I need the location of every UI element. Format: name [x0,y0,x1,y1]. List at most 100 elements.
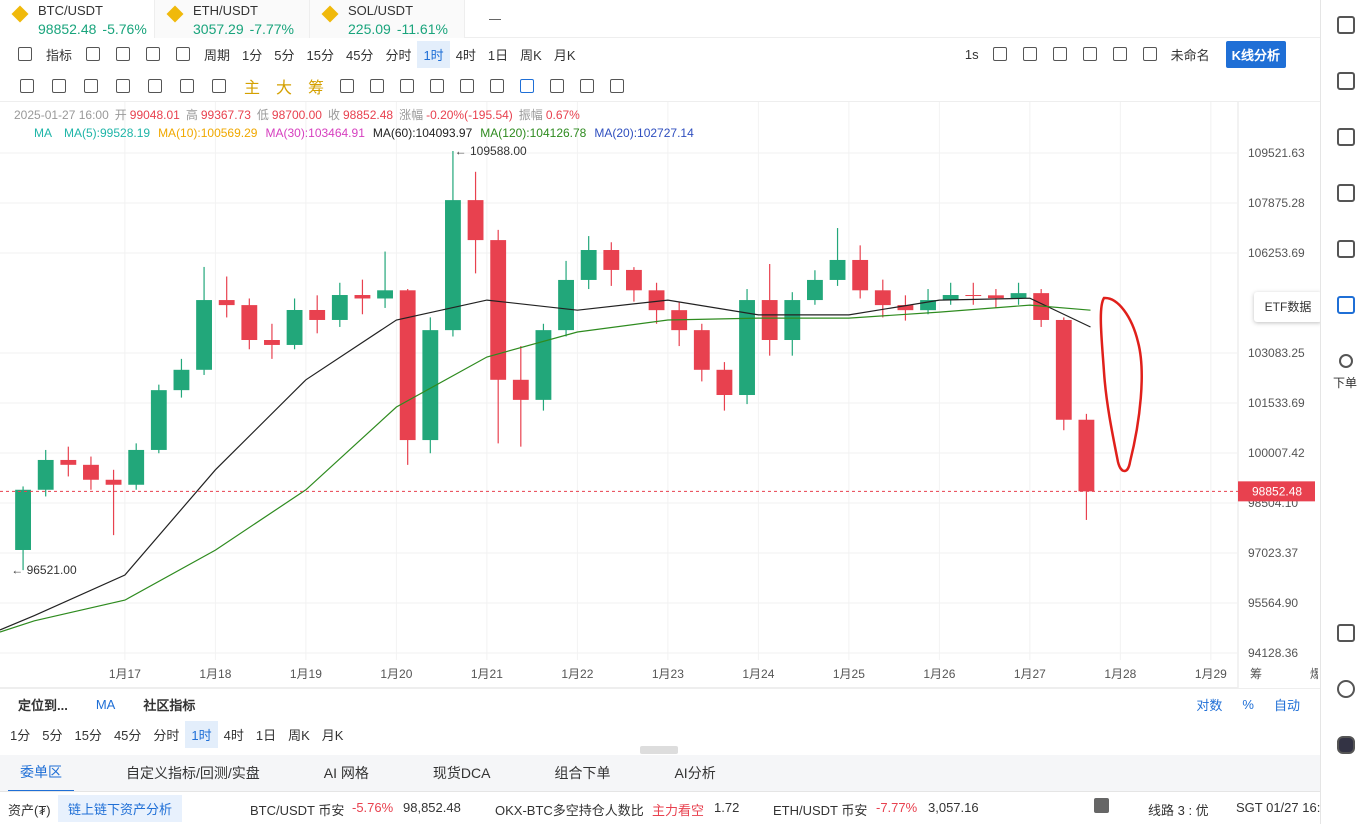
indicator-item[interactable]: MA [95,697,116,712]
icon[interactable] [1052,47,1067,61]
drawing-toolbar: 主大筹 [0,70,1320,102]
icon[interactable] [86,47,101,61]
draw-icon[interactable] [430,78,445,93]
interval[interactable]: 15分 [74,727,102,743]
interval[interactable]: 1时 [185,720,218,748]
interval[interactable]: 周K [520,47,542,63]
tool-text[interactable]: 主 [244,79,261,97]
tool-text[interactable]: 大 [276,79,293,97]
icon[interactable] [146,47,161,61]
draw-icon[interactable] [580,78,595,93]
sidebar-icon[interactable] [1337,128,1355,146]
ma-legend-item: MA(20):102727.14 [594,126,694,140]
interval[interactable]: 分时 [153,727,180,743]
interval[interactable]: 1时 [417,40,450,68]
sidebar-icon[interactable] [1337,16,1355,34]
draw-icon[interactable] [460,78,475,93]
scale-option[interactable]: % [1242,697,1254,712]
interval[interactable]: 周K [288,727,310,743]
interval[interactable]: 45分 [113,727,142,743]
sidebar-icon[interactable] [1337,184,1355,202]
interval[interactable]: 分时 [385,47,412,63]
draw-icon[interactable] [84,78,98,93]
draw-icon[interactable] [550,78,565,93]
interval[interactable]: 1分 [242,47,263,63]
legend-label: 开 [114,108,127,122]
sidebar-icon[interactable] [1337,624,1355,642]
analysis-button[interactable]: 链上链下资产分析 [58,795,183,822]
draw-icon[interactable] [212,78,226,93]
draw-icon[interactable] [148,78,162,93]
y-tick-label: 95564.90 [1248,596,1298,610]
candle-body [377,290,393,299]
draw-icon[interactable] [370,78,385,93]
icon[interactable] [1112,47,1127,61]
bottom-intervals: 1分 5分 15分 45分 分时 1时 4时 1日 周K 月K [0,720,1320,748]
add-tab[interactable] [489,18,501,31]
refresh-rate[interactable]: 1s [964,46,979,62]
x-tick-label: 1月26 [923,667,955,681]
scale-option[interactable]: 自动 [1273,698,1300,713]
draw-icon[interactable] [340,78,355,93]
pair-tab[interactable]: SOL/USDT 225.09 -11.61% [310,0,465,38]
pair-tab[interactable]: ETH/USDT 3057.29 -7.77% [155,0,310,38]
interval[interactable]: 4时 [455,47,476,63]
indicator-item[interactable]: 社区指标 [143,698,196,713]
layout-name[interactable]: 未命名 [1170,47,1210,63]
period-button[interactable]: 周期 [204,47,231,63]
order-icon[interactable] [1339,354,1353,368]
icon[interactable] [1142,47,1157,61]
etf-icon[interactable] [1337,296,1355,314]
y-tick-label: 97023.37 [1248,546,1298,560]
btc-change: -5.76% [352,800,394,815]
icon[interactable] [116,47,131,61]
icon[interactable] [992,47,1007,61]
draw-icon[interactable] [520,78,535,93]
panel-tab[interactable]: 自定义指标/回测/实盘 [126,765,260,781]
interval[interactable]: 15分 [306,47,334,63]
tool-text[interactable]: 筹 [308,79,325,97]
interval[interactable]: 4时 [223,727,244,743]
icon[interactable] [176,47,191,61]
interval[interactable]: 月K [321,727,344,743]
interval[interactable]: 5分 [42,727,63,743]
interval[interactable]: 1日 [487,47,509,63]
icon[interactable] [1022,47,1037,61]
draw-icon[interactable] [400,78,415,93]
y-tick-label: 107875.28 [1248,196,1305,210]
ma-legend-item: MA(120):104126.78 [480,126,587,140]
order-label[interactable]: 下单 [1333,376,1358,390]
icon[interactable] [1082,47,1097,61]
interval[interactable]: 1分 [10,727,31,743]
draw-icon[interactable] [116,78,130,93]
draw-icon[interactable] [490,78,505,93]
interval[interactable]: 月K [553,47,576,63]
pair-tab[interactable]: BTC/USDT 98852.48 -5.76% [0,0,155,38]
scale-option[interactable]: 对数 [1196,698,1223,713]
panel-tab[interactable]: 现货DCA [432,765,491,781]
panel-tab[interactable]: AI分析 [674,765,716,781]
draw-icon[interactable] [52,78,66,93]
ratio-label: OKX-BTC多空持仓人数比 [495,803,644,818]
kline-analysis[interactable]: K线分析 [1225,40,1286,68]
panel-tab[interactable]: AI 网格 [323,765,369,781]
interval[interactable]: 45分 [345,47,374,63]
indicator-item[interactable]: 定位到... [18,698,68,713]
pair-quote: 225.09 -11.61% [348,21,464,37]
draw-icon[interactable] [20,78,34,93]
interval[interactable]: 1日 [255,727,277,743]
draw-icon[interactable] [610,78,625,93]
sidebar-icon[interactable] [1337,72,1355,90]
sidebar-icon[interactable] [1337,240,1355,258]
sidebar-icon[interactable] [1337,680,1355,698]
bot-icon[interactable] [1337,736,1355,754]
indicator-button[interactable]: 指标 [46,47,73,63]
candle-body [829,259,846,280]
panel-tab[interactable]: 委单区 [8,754,74,792]
drag-handle[interactable] [640,746,678,754]
draw-icon[interactable] [180,78,194,93]
panel-tab[interactable]: 组合下单 [554,765,611,781]
candle-body [626,269,642,291]
interval[interactable]: 5分 [274,47,295,63]
help-icon[interactable] [1094,798,1109,813]
